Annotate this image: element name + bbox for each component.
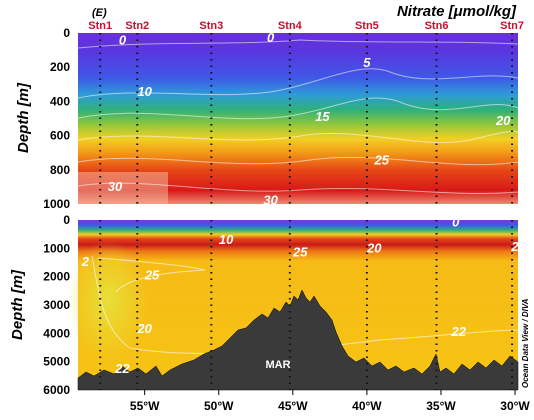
lower-depth-ticks: 0 1000 2000 3000 4000 5000 6000 xyxy=(43,213,70,397)
depth-tick-label: 2000 xyxy=(43,270,70,284)
upper-contour-labels: 0 0 5 10 15 20 25 30 30 xyxy=(108,30,511,207)
contour-label: 22 xyxy=(451,324,467,339)
contour-line xyxy=(77,97,519,120)
depth-tick-label: 6000 xyxy=(43,383,70,397)
contour-label: 25 xyxy=(144,267,160,282)
depth-tick-label: 4000 xyxy=(43,326,70,340)
contour-label: 0 xyxy=(119,33,127,48)
panel-label: (E) xyxy=(92,7,107,19)
longitude-tick-label: 40°W xyxy=(352,399,382,413)
depth-tick-label: 200 xyxy=(50,60,70,74)
longitude-ticks: 55°W 50°W 45°W 40°W 35°W 30°W xyxy=(130,390,530,413)
contour-label: 10 xyxy=(137,84,152,99)
chart-title: Nitrate [μmol/kg] xyxy=(397,3,517,20)
contour-label: 25 xyxy=(292,245,308,260)
station-label: Stn5 xyxy=(355,20,379,32)
contour-label: 2 xyxy=(510,239,519,254)
station-label: Stn1 xyxy=(88,20,112,32)
lower-station-casts xyxy=(99,220,514,390)
bathymetry xyxy=(77,289,519,391)
depth-tick-label: 1000 xyxy=(43,241,70,255)
contour-label: 30 xyxy=(263,193,278,208)
contour-label: 2 xyxy=(81,254,90,269)
station-label: Stn3 xyxy=(199,20,223,32)
upper-station-casts xyxy=(99,33,514,204)
station-label: Stn2 xyxy=(125,20,149,32)
contour-label: 25 xyxy=(373,152,389,167)
contour-line xyxy=(77,131,519,143)
depth-tick-label: 800 xyxy=(50,163,70,177)
depth-tick-label: 0 xyxy=(63,213,70,227)
station-label: Stn6 xyxy=(425,20,449,32)
contour-label: 20 xyxy=(495,113,511,128)
contour-label: 20 xyxy=(136,321,152,336)
contour-label: 15 xyxy=(315,109,330,124)
upper-depth-ticks: 0 200 400 600 800 1000 xyxy=(43,26,70,211)
longitude-tick-label: 50°W xyxy=(204,399,234,413)
depth-tick-label: 1000 xyxy=(43,197,70,211)
depth-tick-label: 400 xyxy=(50,94,70,108)
contour-line xyxy=(97,257,206,293)
contour-label: 20 xyxy=(366,240,382,255)
ridge-label: MAR xyxy=(265,359,290,371)
contour-line xyxy=(77,182,519,195)
longitude-tick-label: 30°W xyxy=(500,399,530,413)
station-labels: Stn1 Stn2 Stn3 Stn4 Stn5 Stn6 Stn7 xyxy=(88,20,524,32)
upper-depth-axis-label: Depth [m] xyxy=(15,82,32,153)
contour-line xyxy=(77,39,519,49)
station-label: Stn7 xyxy=(500,20,524,32)
depth-tick-label: 600 xyxy=(50,129,70,143)
contour-line xyxy=(77,156,519,166)
lower-yellow-tongue xyxy=(68,240,148,360)
contour-label: 5 xyxy=(363,55,371,70)
lower-depth-axis-label: Depth [m] xyxy=(9,269,26,340)
longitude-tick-label: 35°W xyxy=(426,399,456,413)
contour-label: 0 xyxy=(267,30,275,45)
upper-warm-patch xyxy=(78,172,168,204)
data-credit: Ocean Data View / DIVA xyxy=(521,298,530,388)
longitude-tick-label: 55°W xyxy=(130,399,160,413)
depth-tick-label: 3000 xyxy=(43,298,70,312)
contour-label: 10 xyxy=(219,232,234,247)
contour-line xyxy=(77,68,519,99)
longitude-tick-label: 45°W xyxy=(278,399,308,413)
station-label: Stn4 xyxy=(278,20,303,32)
upper-panel: 0 200 400 600 800 1000 0 0 5 10 15 20 25 30 30 Depth … xyxy=(15,26,519,211)
contour-label: 0 xyxy=(452,214,460,229)
depth-tick-label: 5000 xyxy=(43,355,70,369)
contour-label: 22 xyxy=(114,361,130,376)
depth-tick-label: 0 xyxy=(63,26,70,40)
contour-label: 30 xyxy=(108,179,123,194)
